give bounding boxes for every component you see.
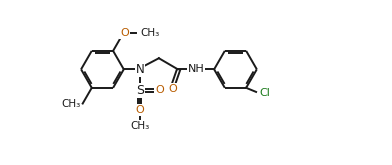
Text: O: O — [136, 105, 144, 115]
Text: CH₃: CH₃ — [141, 28, 160, 38]
Text: S: S — [136, 84, 144, 97]
Text: N: N — [136, 63, 144, 76]
Text: O: O — [155, 85, 164, 95]
Text: O: O — [168, 84, 177, 94]
Text: Cl: Cl — [260, 88, 270, 98]
Text: CH₃: CH₃ — [61, 99, 80, 109]
Text: CH₃: CH₃ — [130, 121, 149, 131]
Text: NH: NH — [188, 64, 204, 74]
Text: O: O — [120, 28, 129, 38]
